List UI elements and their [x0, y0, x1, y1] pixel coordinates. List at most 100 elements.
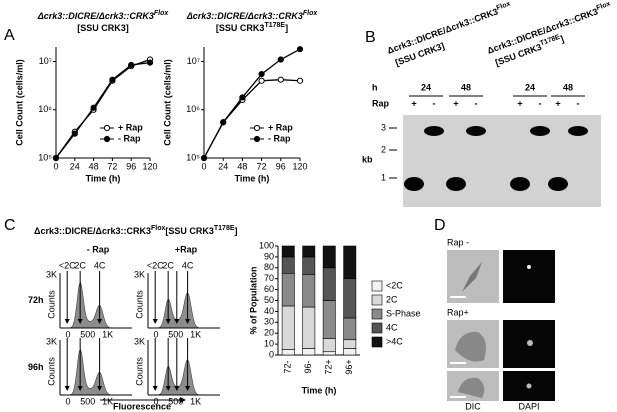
data-point	[90, 104, 97, 111]
rap-sign: -	[539, 98, 542, 108]
y-tick-label: 0	[269, 349, 274, 359]
data-point	[128, 61, 135, 69]
y-tick-label: 10⁶	[38, 104, 52, 114]
y-tick-label: 10⁷	[39, 56, 52, 66]
dapi-image	[503, 250, 555, 303]
y-tick-label: 40	[264, 306, 274, 316]
y-tick-label: 80	[264, 262, 274, 272]
superscript: Flox	[303, 10, 318, 17]
x-axis-label: Time (h)	[235, 173, 270, 183]
data-point	[258, 70, 265, 78]
text-part: Δcrk3::DICRE/Δcrk3::CRK3	[37, 11, 154, 21]
rich-text: Δcrk3::DICRE/Δcrk3::CRK3Flox[SSU CRK3T17…	[34, 225, 238, 236]
y-tick-label: 10	[264, 338, 274, 348]
superscript: Flox	[151, 225, 165, 232]
arrow-head	[185, 386, 191, 391]
data-point	[239, 94, 246, 101]
time-value: 24	[525, 82, 535, 92]
arrow-head	[64, 386, 70, 391]
legend-swatch	[371, 308, 383, 320]
data-point	[146, 59, 154, 66]
superscript: Flox	[496, 1, 512, 13]
condition-label: +Rap	[175, 244, 198, 254]
cell	[455, 331, 486, 362]
text-part: Δcrk3::DICRE/Δcrk3::CRK3	[186, 11, 303, 21]
kb-label: kb	[362, 154, 373, 164]
arrow-head	[165, 386, 171, 391]
y-max-label: 3K	[134, 336, 145, 346]
time-value: 48	[461, 82, 471, 92]
arrow-head	[180, 397, 186, 403]
peak-label: <2C	[147, 260, 164, 270]
superscript: Flox	[596, 1, 612, 13]
y-axis-label: Counts	[134, 357, 144, 386]
cell	[458, 377, 485, 398]
bar-segment	[302, 245, 316, 258]
data-point	[277, 76, 284, 83]
nucleus	[527, 265, 531, 269]
cell	[462, 262, 482, 292]
bar-segment	[322, 300, 336, 339]
arrow-head	[97, 319, 103, 324]
x-tick-label: 1K	[190, 329, 201, 339]
rich-text: Δcrk3::DICRE/Δcrk3::CRK3Flox	[37, 10, 170, 21]
kb-mark: 3	[381, 122, 386, 132]
y-tick-label: 10⁶	[186, 104, 200, 114]
bar-segment	[302, 348, 316, 356]
panel-label: D	[434, 217, 446, 234]
time-label: h	[372, 82, 378, 92]
bar-segment	[322, 245, 336, 269]
peak-label: <2C	[59, 260, 76, 270]
kb-mark: 1	[381, 172, 386, 182]
x-tick-label: 120	[142, 161, 157, 171]
data-point	[296, 77, 304, 84]
data-point	[109, 76, 116, 83]
x-tick-label: 24	[70, 161, 80, 171]
legend-label: S-Phase	[386, 308, 421, 318]
arrow-head	[152, 386, 158, 391]
x-tick-label: 72	[107, 161, 117, 171]
series-line	[55, 61, 151, 159]
text-part: ]	[235, 226, 238, 236]
bar-segment	[302, 274, 316, 308]
gel-band	[568, 126, 588, 136]
x-tick-label: 96	[126, 161, 136, 171]
gel-band	[466, 126, 486, 136]
text-part: ]	[285, 23, 288, 33]
rap-label: Rap	[372, 98, 390, 108]
x-tick-label: 96	[276, 161, 286, 171]
y-tick-label: 90	[264, 251, 274, 261]
legend-label: 2C	[386, 294, 398, 304]
x-axis-label: Time (h)	[302, 385, 337, 395]
gel-band	[530, 126, 550, 136]
arrow-head	[97, 386, 103, 391]
bar-segment	[281, 256, 295, 274]
condition-label: - Rap	[87, 244, 110, 254]
legend-swatch	[371, 294, 383, 306]
legend-label: - Rap	[268, 133, 291, 143]
legend-label: >4C	[386, 336, 403, 346]
bar-segment	[322, 338, 336, 353]
gel-band	[446, 177, 466, 191]
x-tick-label: 0	[65, 396, 70, 406]
x-tick-label: 0	[65, 329, 70, 339]
superscript: Flox	[154, 10, 169, 17]
x-tick-label: 500	[168, 329, 183, 339]
y-tick-label: 30	[264, 317, 274, 327]
y-tick-label: 20	[264, 328, 274, 338]
legend-label: + Rap	[118, 122, 143, 132]
arrow-head	[174, 386, 180, 391]
panel-label: B	[365, 29, 376, 46]
peak-label: 4C	[94, 260, 106, 270]
y-tick-label: 60	[264, 284, 274, 294]
legend-marker	[253, 135, 261, 143]
data-point	[277, 56, 284, 63]
x-tick-label: 1K	[102, 396, 113, 406]
data-point	[258, 77, 265, 84]
legend-marker	[103, 135, 111, 143]
rap-sign: +	[411, 98, 416, 108]
y-axis-label: Counts	[46, 357, 56, 386]
x-tick-label: 0	[153, 396, 158, 406]
y-tick-label: 10⁷	[187, 56, 200, 66]
x-tick-label: 96-	[303, 360, 313, 373]
